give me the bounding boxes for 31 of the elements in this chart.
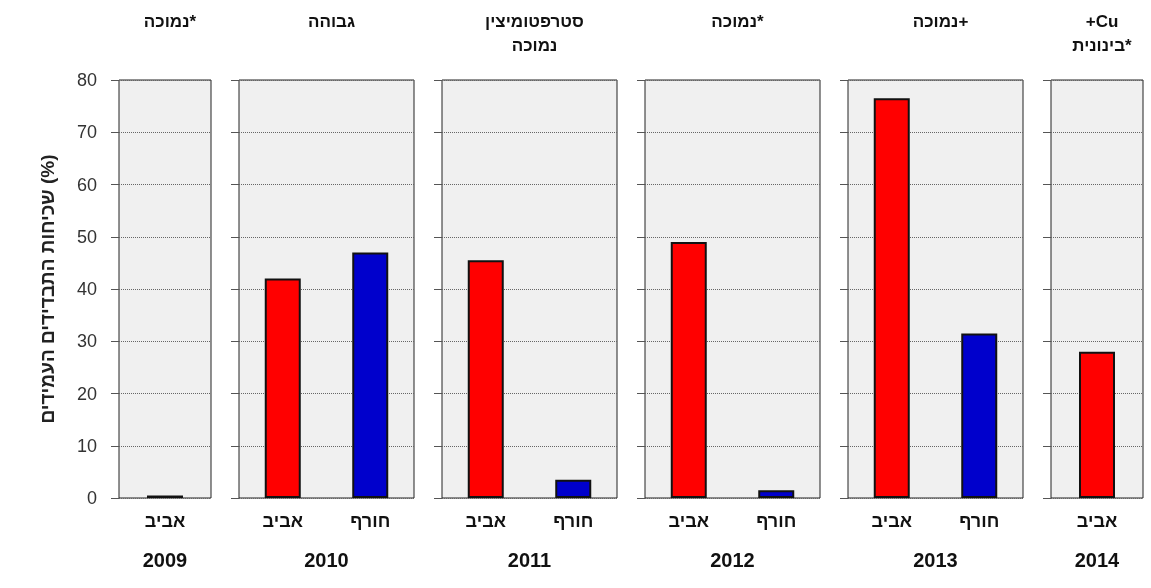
x-tick-label: חורף bbox=[756, 511, 797, 531]
x-axis-title: 2010 bbox=[304, 549, 349, 571]
x-tick-label: אביב bbox=[1076, 511, 1118, 531]
y-tick-label: 0 bbox=[86, 488, 97, 508]
chart-title: סטרפטומיצין נמוכה bbox=[485, 11, 584, 55]
x-tick-label: אביב bbox=[465, 511, 506, 531]
x-tick-label: אביב bbox=[262, 511, 303, 531]
y-tick-label: 20 bbox=[76, 383, 97, 404]
x-tick-label: חורף bbox=[350, 511, 391, 531]
y-axis-title: שכיחות התבדידים העמידים (%) bbox=[37, 154, 58, 424]
y-tick-label: 80 bbox=[76, 70, 97, 90]
x-axis-title: 2011 bbox=[507, 549, 552, 571]
x-axis-title: 2014 bbox=[1074, 549, 1121, 571]
x-tick-label: אביב bbox=[668, 511, 709, 531]
chart-title: גבוהה bbox=[307, 11, 356, 31]
x-tick-label: חורף bbox=[959, 511, 1000, 531]
y-tick-label: 30 bbox=[76, 331, 97, 352]
y-tick-label: 40 bbox=[76, 279, 97, 299]
x-axis-title: 2013 bbox=[913, 549, 958, 571]
chart-title: נמוכה+ bbox=[912, 11, 969, 31]
x-tick-label: חורף bbox=[553, 511, 594, 531]
y-tick-label: 70 bbox=[76, 122, 97, 143]
x-axis-title: 2012 bbox=[710, 549, 755, 571]
x-tick-label: אביב bbox=[144, 511, 186, 531]
y-tick-label: 60 bbox=[76, 174, 97, 195]
chart-title: נמוכה* bbox=[143, 11, 197, 31]
y-tick-label: 10 bbox=[76, 435, 97, 456]
chart-title: נמוכה* bbox=[711, 11, 765, 31]
x-axis-title: 2009 bbox=[142, 549, 188, 571]
x-tick-label: אביב bbox=[871, 511, 912, 531]
y-tick-label: 50 bbox=[76, 226, 97, 247]
